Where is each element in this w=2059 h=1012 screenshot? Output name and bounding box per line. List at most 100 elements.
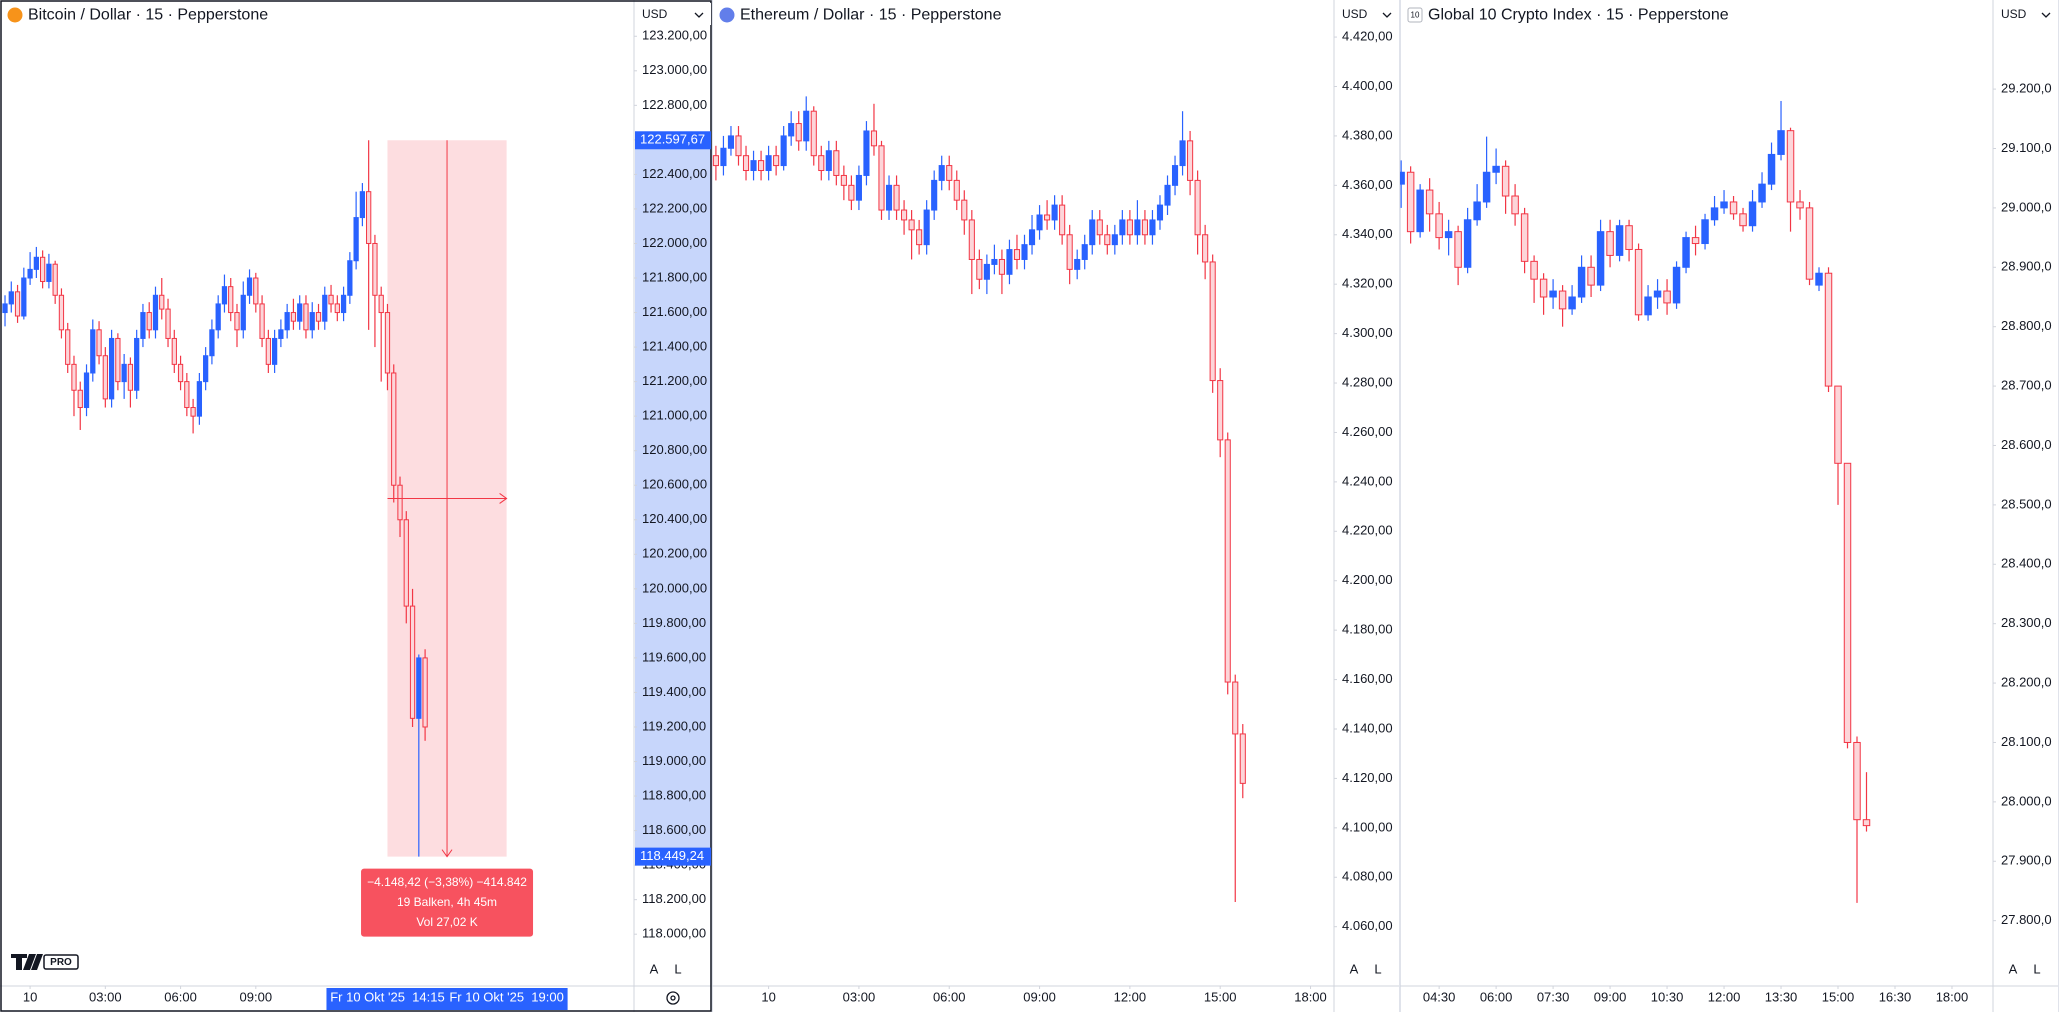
candle-body: [152, 294, 159, 331]
chart-title[interactable]: Bitcoin / Dollar · 15 · Pepperstone: [28, 7, 268, 24]
x-tick-label: 15:00: [1204, 989, 1237, 1004]
candle-body: [416, 657, 422, 719]
candle-body: [40, 256, 46, 282]
candle-body: [1644, 296, 1652, 316]
settings-icon[interactable]: [666, 991, 680, 1005]
y-tick-label: 4.260,00: [1342, 424, 1393, 439]
candle-body: [923, 209, 930, 246]
candle-body: [1739, 213, 1747, 227]
currency-selector[interactable]: USD: [1342, 7, 1368, 21]
candle-body: [409, 605, 416, 719]
candle-body: [1149, 219, 1156, 236]
candle-body: [983, 263, 990, 280]
candle-body: [127, 363, 134, 391]
candle-body: [833, 150, 840, 176]
scale-button[interactable]: A: [1350, 961, 1359, 976]
candle-body: [315, 312, 322, 322]
y-tick-label: 4.120,00: [1342, 770, 1393, 785]
candle-body: [184, 381, 190, 409]
time-label-box: [445, 988, 568, 1010]
candle-body: [58, 294, 65, 331]
candle-body: [403, 519, 409, 607]
candle-body: [1482, 171, 1491, 203]
candle-body: [1051, 204, 1058, 221]
symbol-icon: [1407, 7, 1423, 23]
candle-body: [209, 329, 215, 357]
y-tick-label: 28.700,0: [2001, 378, 2052, 393]
y-tick-label: 122.400,00: [642, 166, 707, 181]
y-tick-label: 4.300,00: [1342, 325, 1393, 340]
candle-body: [303, 303, 309, 331]
candle-body: [121, 363, 127, 383]
candle-body: [1187, 140, 1194, 181]
candle-body: [1111, 234, 1118, 246]
chart-title[interactable]: Ethereum / Dollar · 15 · Pepperstone: [740, 7, 1002, 24]
x-tick-label: 06:00: [164, 989, 197, 1004]
scale-button[interactable]: A: [650, 961, 659, 976]
y-tick-label: 118.800,00: [642, 787, 706, 802]
candle-body: [1815, 272, 1823, 286]
candle-body: [165, 308, 171, 339]
scale-button[interactable]: A: [2009, 961, 2018, 976]
y-tick-label: 119.400,00: [642, 684, 706, 699]
candle-body: [1209, 261, 1216, 382]
candle-body: [52, 263, 58, 296]
y-tick-label: 28.900,0: [2001, 259, 2052, 274]
price-range-band: [635, 140, 712, 857]
scale-button[interactable]: L: [1374, 961, 1381, 976]
candle-body: [271, 337, 278, 365]
currency-selector[interactable]: USD: [2001, 7, 2027, 21]
candle-body: [1406, 171, 1415, 233]
candle-body: [1066, 234, 1073, 270]
candle-body: [1805, 207, 1814, 280]
candle-body: [1853, 741, 1861, 821]
y-tick-label: 4.420,00: [1342, 29, 1393, 44]
price-label-box: [635, 847, 711, 866]
currency-backdrop: [1994, 3, 2058, 25]
y-tick-label: 120.200,00: [642, 546, 707, 561]
candle-body: [1036, 214, 1043, 231]
candle-body: [825, 150, 832, 172]
currency-chevron: [2041, 12, 2051, 18]
gear[interactable]: [666, 991, 680, 1005]
y-tick-label: 4.400,00: [1342, 78, 1393, 93]
scale-button[interactable]: L: [2033, 961, 2040, 976]
candle-body: [353, 217, 359, 262]
y-tick-label: 28.500,0: [2001, 496, 2052, 511]
y-tick-label: 121.200,00: [642, 373, 707, 388]
y-tick-label: 28.000,0: [2001, 793, 2052, 808]
y-tick-label: 29.000,0: [2001, 199, 2052, 214]
title-backdrop: [2, 3, 302, 27]
candle-body: [1653, 290, 1662, 298]
y-tick-label: 27.900,0: [2001, 853, 2052, 868]
candle-body: [366, 191, 372, 244]
candle-body: [818, 155, 825, 172]
candle-body: [1530, 260, 1538, 280]
x-tick-label: 09:00: [240, 989, 273, 1004]
candle-body: [953, 179, 960, 201]
chart-title[interactable]: Global 10 Crypto Index · 15 · Pepperston…: [1428, 7, 1729, 24]
logo-badge: [43, 954, 79, 970]
candle-body: [77, 389, 83, 409]
y-tick-label: 28.600,0: [2001, 437, 2052, 452]
measure-info-text: 19 Balken, 4h 45m: [397, 895, 497, 909]
candle-body: [203, 355, 209, 383]
currency-selector[interactable]: USD: [642, 7, 668, 21]
candle-body: [96, 329, 102, 357]
candle-body: [1767, 153, 1776, 185]
candle-body: [240, 294, 246, 331]
candle-body: [885, 184, 893, 211]
candle-body: [1444, 231, 1453, 239]
candle-body: [1549, 290, 1557, 298]
y-tick-label: 122.000,00: [642, 235, 707, 250]
candle-body: [2, 303, 8, 314]
scale-button[interactable]: L: [674, 961, 681, 976]
candle-body: [1682, 237, 1690, 268]
candle-body: [1126, 219, 1133, 236]
candle-body: [340, 294, 347, 314]
candle-body: [1511, 195, 1519, 215]
x-tick-label: 10: [761, 989, 775, 1004]
currency-backdrop: [635, 3, 711, 25]
y-tick-label: 119.000,00: [642, 753, 706, 768]
